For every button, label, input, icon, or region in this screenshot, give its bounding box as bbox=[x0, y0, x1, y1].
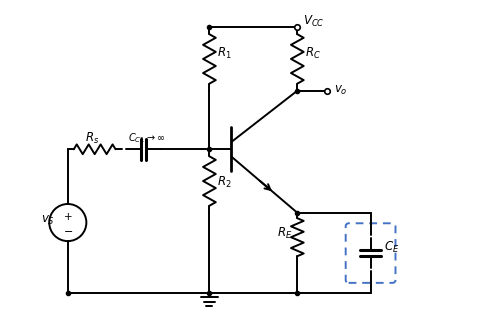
Text: $C_{C1}{\rightarrow}\infty$: $C_{C1}{\rightarrow}\infty$ bbox=[128, 131, 165, 145]
Text: $v_o$: $v_o$ bbox=[334, 84, 347, 97]
Text: $v_S$: $v_S$ bbox=[41, 214, 55, 227]
Text: $V_{CC}$: $V_{CC}$ bbox=[303, 14, 325, 29]
Text: $R_2$: $R_2$ bbox=[217, 175, 232, 190]
Text: $R_s$: $R_s$ bbox=[85, 131, 99, 146]
Text: $R_C$: $R_C$ bbox=[305, 46, 321, 61]
Text: $+$: $+$ bbox=[63, 211, 73, 222]
Text: $R_1$: $R_1$ bbox=[217, 46, 232, 61]
Text: $R_E$: $R_E$ bbox=[277, 226, 292, 241]
Text: $-$: $-$ bbox=[63, 225, 73, 235]
Text: $C_E$: $C_E$ bbox=[384, 240, 400, 255]
